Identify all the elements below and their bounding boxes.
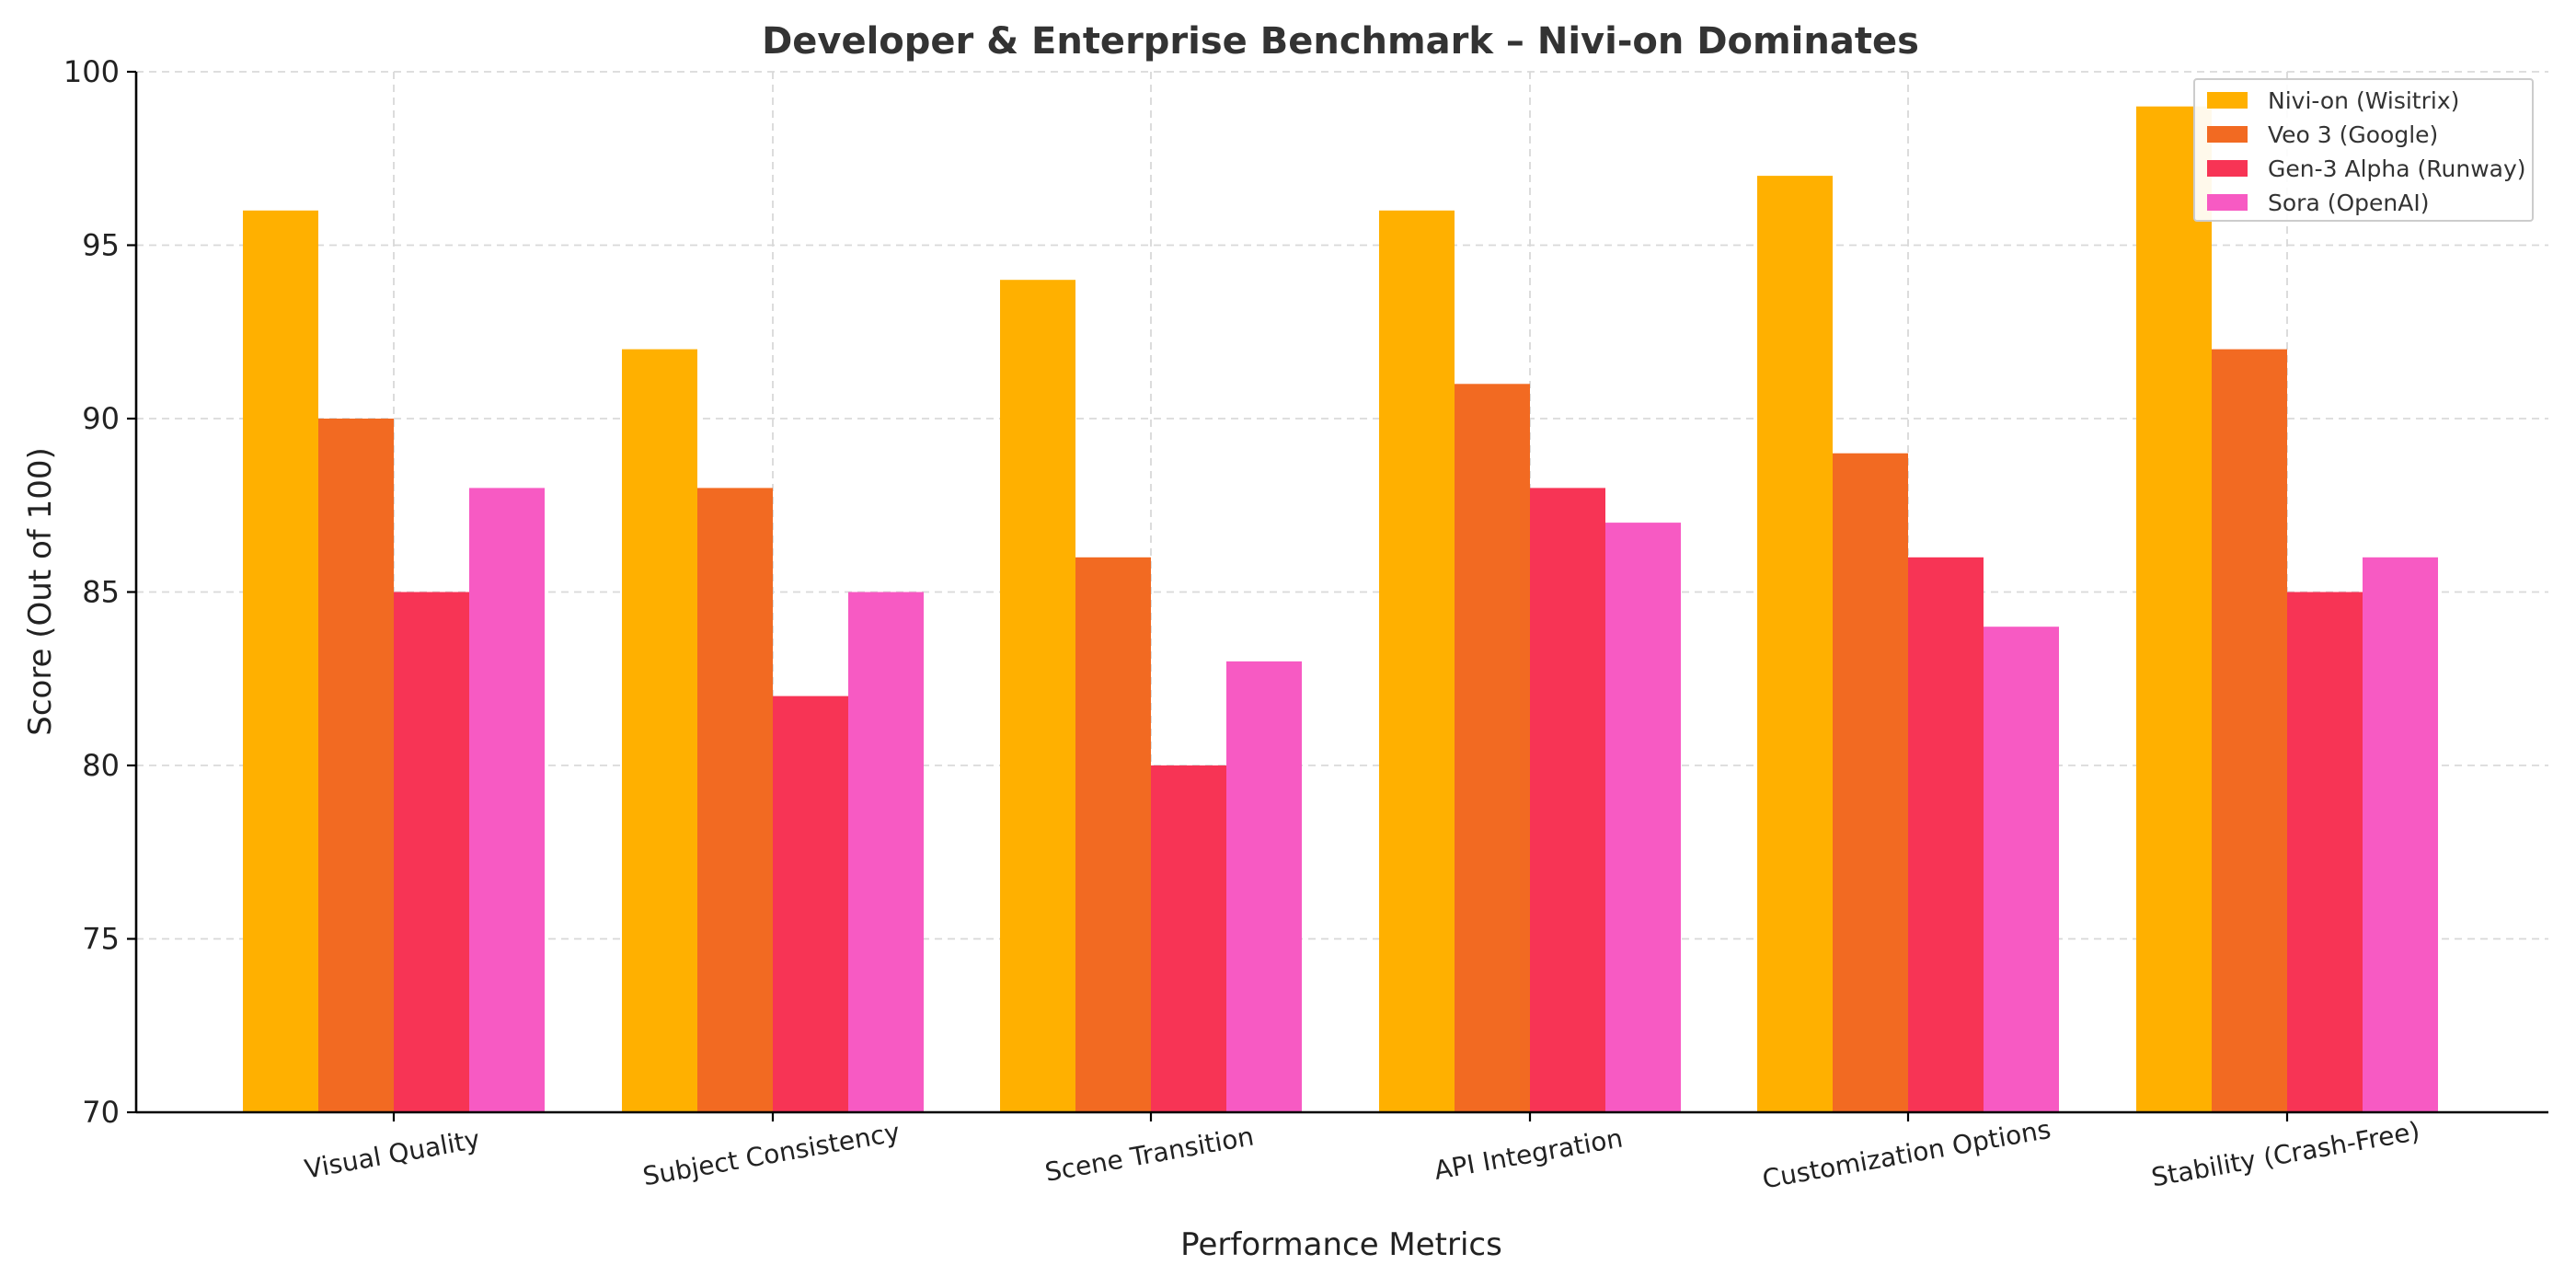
legend-label: Nivi-on (Wisitrix) (2268, 87, 2459, 114)
bar-0-5 (2136, 106, 2212, 1113)
x-category-label: Customization Options (1760, 1114, 2053, 1195)
y-tick-label: 90 (82, 401, 120, 436)
legend-label: Sora (OpenAI) (2268, 190, 2429, 216)
bar-3-5 (2363, 557, 2438, 1112)
legend-label: Veo 3 (Google) (2268, 121, 2438, 148)
chart-title: Developer & Enterprise Benchmark – Nivi-… (762, 20, 1919, 63)
bar-3-4 (1984, 627, 2059, 1112)
x-axis-title: Performance Metrics (1180, 1226, 1502, 1263)
bar-2-4 (1908, 557, 1984, 1112)
bar-1-0 (318, 419, 394, 1112)
y-tick-label: 100 (63, 54, 120, 89)
y-tick-label: 80 (82, 748, 120, 783)
y-tick-label: 70 (82, 1095, 120, 1130)
bar-3-2 (1226, 661, 1302, 1112)
legend-box (2193, 78, 2534, 222)
legend-swatch (2207, 160, 2248, 177)
bar-2-5 (2287, 592, 2363, 1112)
bar-3-3 (1605, 523, 1681, 1112)
bar-0-3 (1379, 210, 1455, 1113)
bars-layer (243, 106, 2438, 1113)
bar-3-1 (848, 592, 924, 1112)
legend-swatch (2207, 194, 2248, 211)
y-axis-title: Score (Out of 100) (22, 447, 59, 736)
bar-0-0 (243, 210, 318, 1113)
x-category-label: Stability (Crash-Free) (2149, 1116, 2422, 1193)
legend-swatch (2207, 92, 2248, 109)
bar-1-5 (2212, 349, 2287, 1113)
legend-swatch (2207, 126, 2248, 143)
bar-0-1 (622, 349, 697, 1113)
x-category-label: Subject Consistency (640, 1117, 902, 1192)
x-category-label: Visual Quality (303, 1124, 482, 1185)
y-tick-label: 95 (82, 228, 120, 263)
bar-2-0 (394, 592, 469, 1112)
bar-1-4 (1833, 453, 1908, 1112)
legend-label: Gen-3 Alpha (Runway) (2268, 155, 2526, 182)
bar-2-2 (1151, 765, 1226, 1112)
y-tick-label: 85 (82, 575, 120, 610)
bar-2-3 (1530, 488, 1605, 1112)
bar-2-1 (773, 696, 848, 1112)
bar-0-2 (1000, 280, 1075, 1112)
y-tick-label: 75 (82, 922, 120, 957)
bar-1-1 (697, 488, 773, 1112)
axes-layer (127, 70, 2548, 1121)
bar-0-4 (1757, 176, 1833, 1113)
x-category-label: Scene Transition (1042, 1121, 1256, 1187)
x-category-label: API Integration (1432, 1122, 1625, 1186)
legend: Nivi-on (Wisitrix) Veo 3 (Google) Gen-3 Al… (2193, 78, 2534, 222)
bar-1-3 (1455, 384, 1530, 1112)
bar-3-0 (469, 488, 545, 1112)
bar-1-2 (1075, 557, 1151, 1112)
